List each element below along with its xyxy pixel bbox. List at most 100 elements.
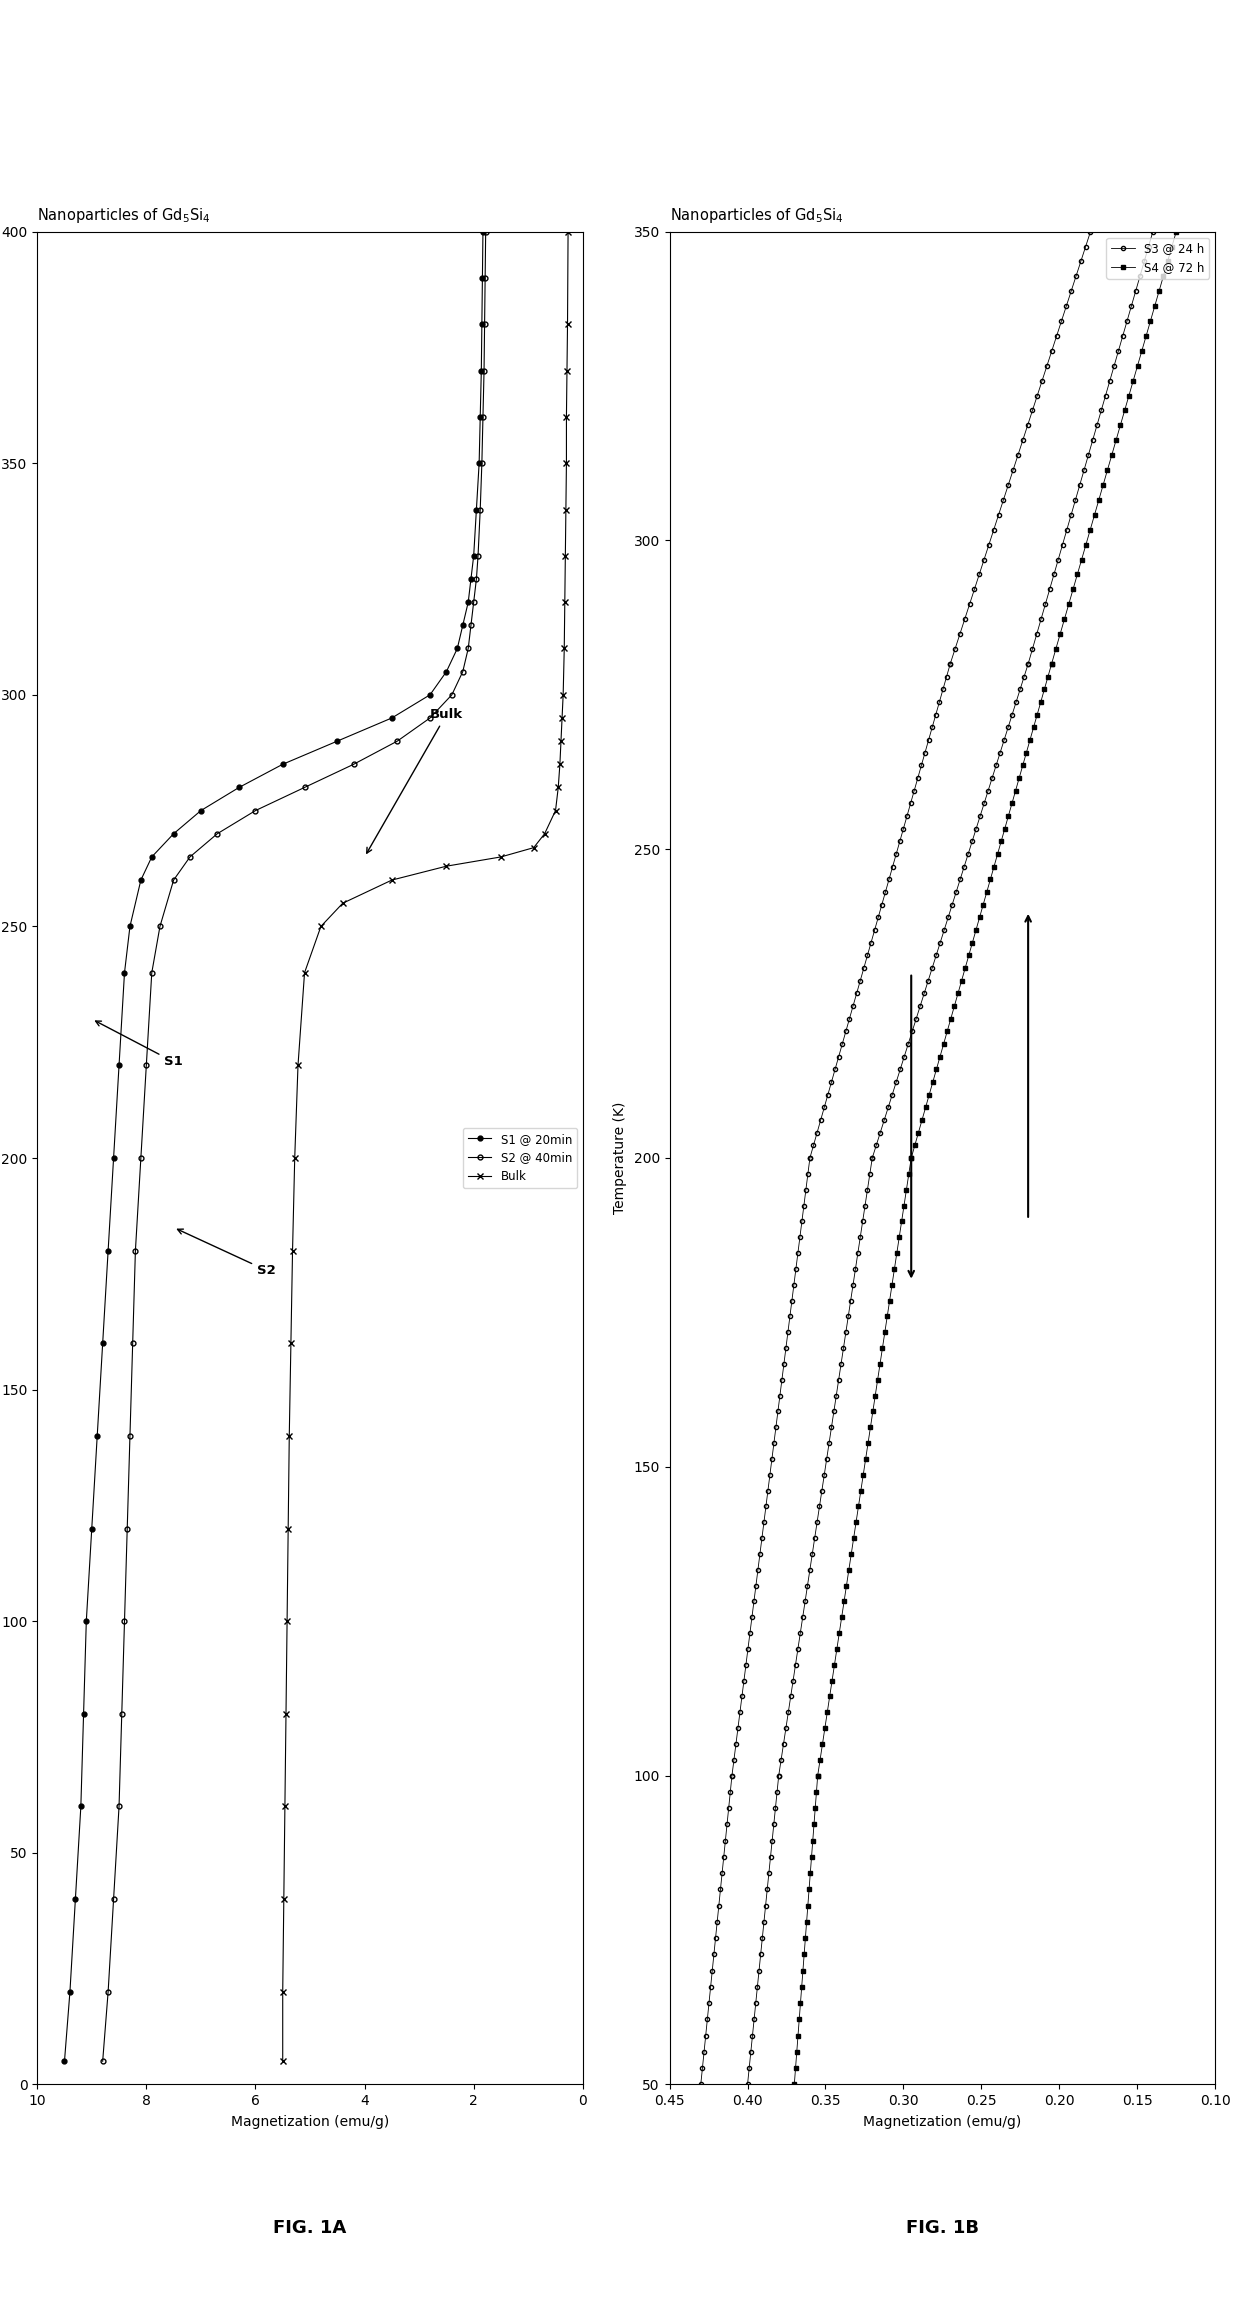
S2 @ 40min	[477, 310, 492, 338]
S2 @ 40min	[389, 727, 404, 755]
S1 @ 20min	[471, 449, 486, 477]
S2 @ 40min	[128, 1237, 143, 1265]
Bulk	[559, 403, 574, 431]
Line: S3 @ 24 h: S3 @ 24 h	[698, 229, 1092, 2087]
Bulk	[551, 774, 565, 801]
Bulk	[290, 1051, 305, 1079]
S2 @ 40min	[107, 1885, 122, 1913]
Bulk	[557, 588, 572, 616]
Bulk	[559, 357, 574, 384]
Line: S1 @ 20min: S1 @ 20min	[62, 229, 485, 2064]
Bulk	[558, 542, 573, 570]
S2 @ 40min	[444, 681, 459, 709]
X-axis label: Magnetization (emu/g): Magnetization (emu/g)	[231, 2115, 389, 2128]
S1 @ 20min	[330, 727, 345, 755]
S2 @ 40min	[117, 1607, 131, 1635]
S2 @ 40min	[134, 1144, 149, 1172]
Bulk	[275, 1978, 290, 2006]
S1 @ 20min	[466, 542, 481, 570]
Bulk	[384, 866, 399, 894]
S1 @ 20min	[112, 1051, 126, 1079]
S1 @ 20min	[123, 913, 138, 940]
S4 @ 72 h	[1121, 382, 1136, 410]
S2 @ 40min	[461, 635, 476, 662]
S1 @ 20min	[275, 750, 290, 778]
Bulk	[548, 797, 563, 824]
Text: Nanoparticles of Gd$_5$Si$_4$: Nanoparticles of Gd$_5$Si$_4$	[670, 206, 843, 225]
Bulk	[494, 843, 508, 871]
S4 @ 72 h	[1019, 739, 1034, 767]
S2 @ 40min	[125, 1329, 140, 1357]
S2 @ 40min	[472, 496, 487, 523]
S2 @ 40min	[248, 797, 263, 824]
S1 @ 20min	[68, 1885, 83, 1913]
Bulk	[553, 727, 568, 755]
S1 @ 20min	[455, 611, 470, 639]
Bulk	[281, 1422, 296, 1450]
Legend: S3 @ 24 h, S4 @ 72 h: S3 @ 24 h, S4 @ 72 h	[1106, 239, 1209, 278]
S1 @ 20min	[469, 496, 484, 523]
S3 @ 24 h	[986, 516, 1001, 544]
S1 @ 20min	[95, 1329, 110, 1357]
S1 @ 20min	[475, 218, 490, 245]
S2 @ 40min	[112, 1793, 126, 1820]
S4 @ 72 h	[940, 1017, 955, 1045]
S1 @ 20min	[117, 959, 131, 987]
Bulk	[526, 834, 541, 862]
S2 @ 40min	[182, 843, 197, 871]
S1 @ 20min	[89, 1422, 104, 1450]
S1 @ 20min	[384, 704, 399, 732]
Bulk	[277, 1885, 291, 1913]
S1 @ 20min	[166, 820, 181, 848]
S1 @ 20min	[57, 2047, 72, 2075]
S4 @ 72 h	[1169, 218, 1184, 245]
Bulk	[556, 681, 570, 709]
S2 @ 40min	[298, 774, 312, 801]
Text: S2: S2	[177, 1230, 275, 1276]
S2 @ 40min	[475, 449, 490, 477]
S2 @ 40min	[469, 565, 484, 593]
Bulk	[537, 820, 552, 848]
S2 @ 40min	[479, 218, 494, 245]
Bulk	[439, 852, 454, 880]
Bulk	[275, 2047, 290, 2075]
Bulk	[557, 635, 572, 662]
Legend: S1 @ 20min, S2 @ 40min, Bulk: S1 @ 20min, S2 @ 40min, Bulk	[463, 1128, 577, 1188]
S1 @ 20min	[144, 843, 159, 871]
S4 @ 72 h	[787, 2071, 802, 2098]
S2 @ 40min	[139, 1051, 154, 1079]
S4 @ 72 h	[1100, 456, 1115, 484]
S1 @ 20min	[79, 1607, 94, 1635]
S2 @ 40min	[464, 611, 479, 639]
S2 @ 40min	[166, 866, 181, 894]
Text: Nanoparticles of Gd$_5$Si$_4$: Nanoparticles of Gd$_5$Si$_4$	[37, 206, 211, 225]
S2 @ 40min	[423, 704, 438, 732]
S2 @ 40min	[346, 750, 361, 778]
S2 @ 40min	[455, 658, 470, 686]
Bulk	[335, 889, 350, 917]
Bulk	[559, 449, 574, 477]
S1 @ 20min	[450, 635, 465, 662]
Bulk	[554, 704, 569, 732]
Bulk	[558, 496, 573, 523]
Bulk	[278, 1793, 293, 1820]
Text: FIG. 1B: FIG. 1B	[906, 2219, 978, 2237]
Line: S2 @ 40min: S2 @ 40min	[100, 229, 489, 2064]
S2 @ 40min	[153, 913, 167, 940]
S1 @ 20min	[475, 264, 490, 292]
S2 @ 40min	[210, 820, 224, 848]
Bulk	[314, 913, 329, 940]
Bulk	[560, 218, 575, 245]
S2 @ 40min	[471, 542, 486, 570]
Bulk	[280, 1515, 295, 1542]
Y-axis label: Temperature (K): Temperature (K)	[613, 1102, 626, 1214]
S1 @ 20min	[474, 357, 489, 384]
Text: FIG. 1A: FIG. 1A	[273, 2219, 347, 2237]
S1 @ 20min	[475, 310, 490, 338]
S1 @ 20min	[84, 1515, 99, 1542]
S1 @ 20min	[439, 658, 454, 686]
S4 @ 72 h	[795, 1973, 810, 2001]
Bulk	[280, 1607, 295, 1635]
S2 @ 40min	[476, 357, 491, 384]
X-axis label: Magnetization (emu/g): Magnetization (emu/g)	[863, 2115, 1022, 2128]
